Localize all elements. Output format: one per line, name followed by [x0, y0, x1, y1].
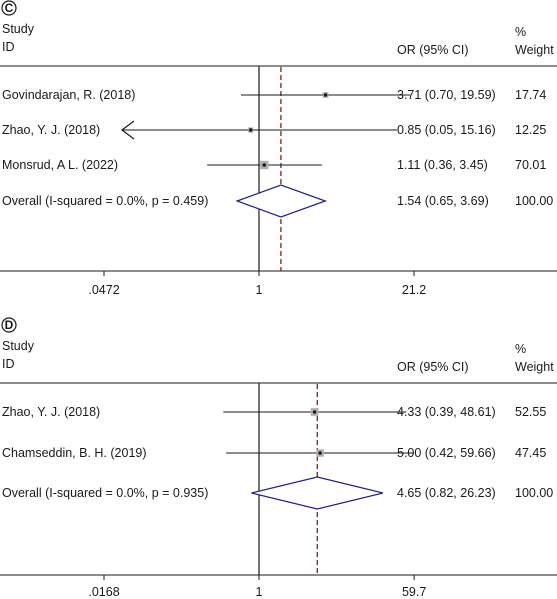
header-study: Study: [2, 22, 35, 36]
study-label: Zhao, Y. J. (2018): [2, 123, 100, 137]
overall-ci-text: 1.54 (0.65, 3.69): [397, 194, 489, 208]
forest-panel-d: D Study ID OR (95% CI) % Weight Zhao, Y.…: [0, 317, 557, 599]
study-label: Zhao, Y. J. (2018): [2, 405, 100, 419]
point-estimate: [323, 93, 328, 97]
forest-panel-c: C Study ID OR (95% CI) % Weight Govindar…: [0, 0, 557, 297]
header-weight: Weight: [515, 43, 554, 57]
x-tick-label: .0472: [88, 283, 119, 297]
header-effect: OR (95% CI): [397, 43, 469, 57]
study-ci-text: 0.85 (0.05, 15.16): [397, 123, 496, 137]
study-weight-text: 12.25: [515, 123, 546, 137]
x-tick-label: .0168: [88, 585, 119, 599]
header-id: ID: [2, 40, 15, 54]
overall-diamond: [235, 184, 328, 218]
overall-ci-text: 4.65 (0.82, 26.23): [397, 486, 496, 500]
point-estimate: [262, 163, 267, 167]
study-ci-text: 1.11 (0.36, 3.45): [397, 158, 488, 172]
header-id: ID: [2, 357, 15, 371]
header-weight: Weight: [515, 360, 554, 374]
x-tick-label: 1: [256, 585, 263, 599]
overall-label: Overall (I-squared = 0.0%, p = 0.935): [2, 486, 208, 500]
panel-label-circle: [1, 0, 17, 16]
overall-diamond: [251, 476, 384, 510]
header-percent: %: [515, 342, 526, 356]
study-weight-text: 70.01: [515, 158, 546, 172]
study-label: Monsrud, A L. (2022): [2, 158, 118, 172]
header-effect: OR (95% CI): [397, 360, 469, 374]
panel-label: C: [5, 1, 14, 15]
study-ci-text: 3.71 (0.70, 19.59): [397, 88, 496, 102]
header-percent: %: [515, 25, 526, 39]
study-weight-text: 47.45: [515, 446, 546, 460]
panel-label: D: [5, 318, 14, 332]
ci-clipped-arrow: [121, 120, 135, 140]
overall-label: Overall (I-squared = 0.0%, p = 0.459): [2, 194, 208, 208]
study-ci-text: 4.33 (0.39, 48.61): [397, 405, 496, 419]
study-label: Chamseddin, B. H. (2019): [2, 446, 147, 460]
study-label: Govindarajan, R. (2018): [2, 88, 135, 102]
study-ci-text: 5.00 (0.42, 59.66): [397, 446, 496, 460]
point-estimate: [318, 451, 322, 455]
overall-weight-text: 100.00: [515, 194, 553, 208]
x-tick-label: 21.2: [402, 283, 426, 297]
study-weight-text: 52.55: [515, 405, 546, 419]
header-study: Study: [2, 339, 35, 353]
overall-weight-text: 100.00: [515, 486, 553, 500]
point-estimate: [248, 128, 253, 132]
study-weight-text: 17.74: [515, 88, 546, 102]
x-tick-label: 1: [256, 283, 263, 297]
point-estimate: [312, 410, 317, 414]
panel-label-circle: [1, 317, 17, 333]
x-tick-label: 59.7: [402, 585, 426, 599]
